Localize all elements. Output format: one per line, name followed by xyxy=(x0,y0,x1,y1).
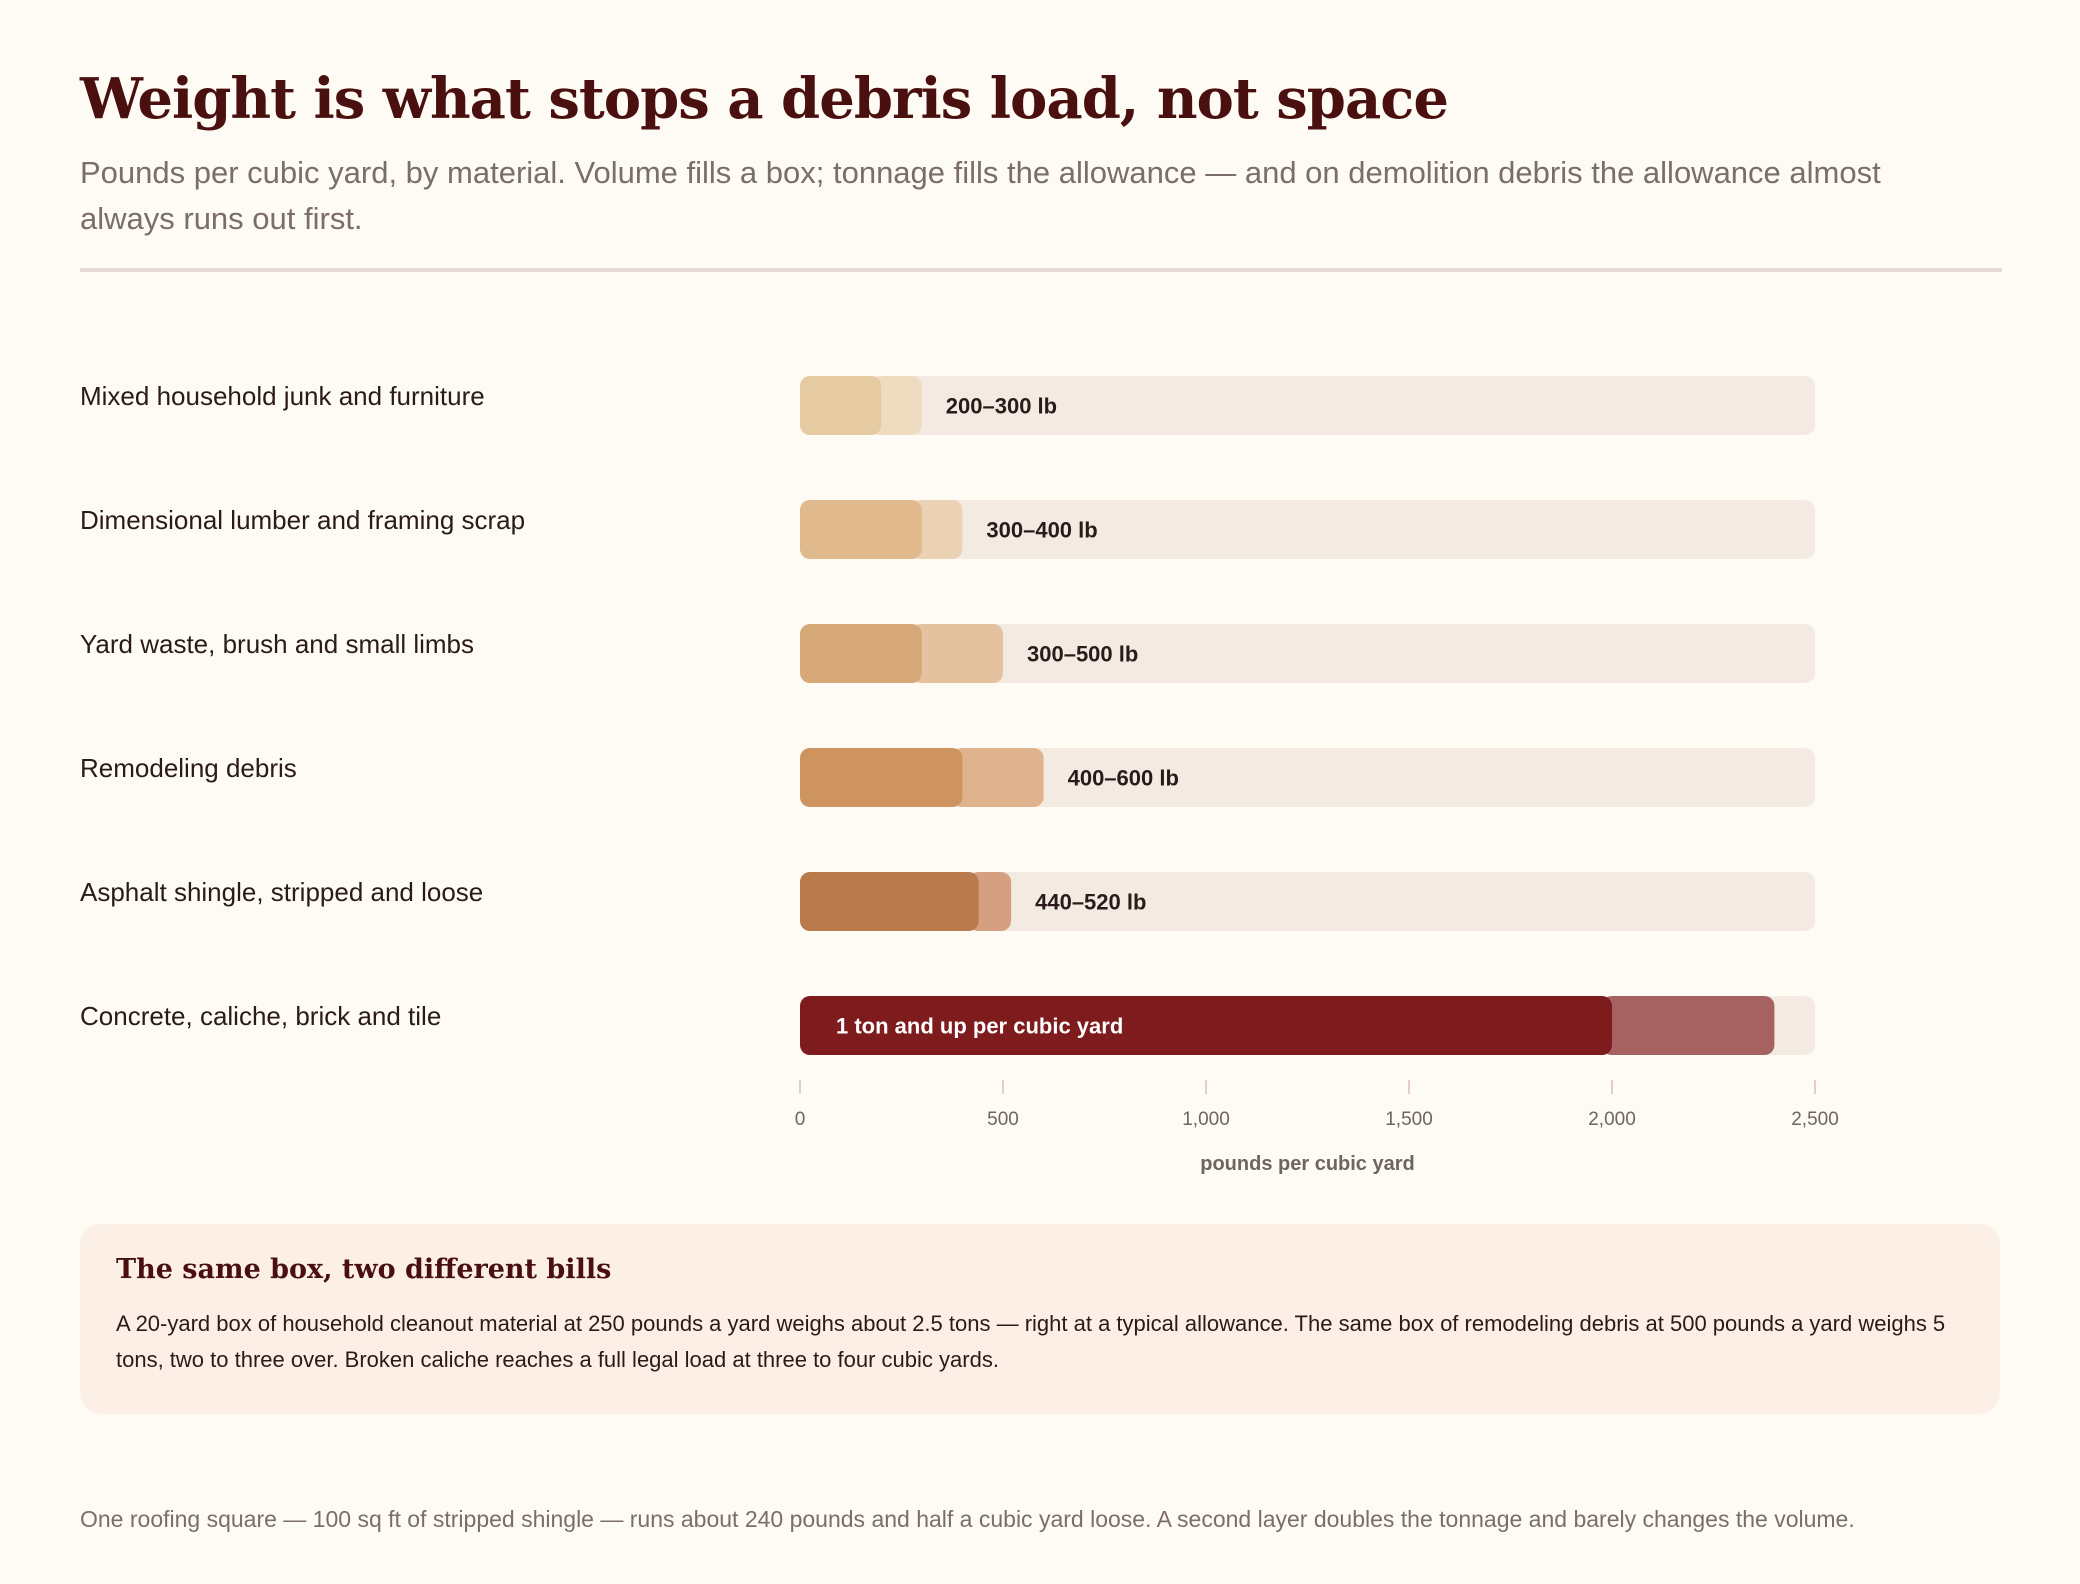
range-extent xyxy=(871,376,922,435)
bar-track xyxy=(800,376,1815,435)
bar-row: Mixed household junk and furniture 200–30… xyxy=(80,376,1815,435)
value-label: 300–500 lb xyxy=(1027,642,1138,667)
category-label: Concrete, caliche, brick and tile xyxy=(80,1001,441,1031)
callout-card: The same box, two different bills A 20-y… xyxy=(80,1224,2000,1414)
range-extent xyxy=(968,872,1012,931)
category-label: Mixed household junk and furniture xyxy=(80,381,485,411)
x-tick-label: 2,500 xyxy=(1791,1109,1839,1130)
page-title: Weight is what stops a debris load, not … xyxy=(80,66,1449,132)
category-label: Asphalt shingle, stripped and loose xyxy=(80,877,483,907)
weight-range-chart: Mixed household junk and furniture 200–30… xyxy=(80,376,1839,1175)
bar-low xyxy=(800,376,882,435)
bar-row: Concrete, caliche, brick and tile 1 ton a… xyxy=(80,996,1815,1055)
x-tick-label: 500 xyxy=(987,1109,1019,1130)
range-extent xyxy=(952,748,1044,807)
x-tick-label: 2,000 xyxy=(1588,1109,1636,1130)
bar-track xyxy=(800,500,1815,559)
x-tick-label: 1,000 xyxy=(1182,1109,1230,1130)
footnote: One roofing square — 100 sq ft of stripp… xyxy=(80,1506,1855,1532)
header-divider xyxy=(80,268,2002,272)
x-axis-title: pounds per cubic yard xyxy=(1200,1153,1414,1175)
bar-track xyxy=(800,872,1815,931)
bar-row: Yard waste, brush and small limbs 300–500… xyxy=(80,624,1815,683)
value-label: 440–520 lb xyxy=(1035,890,1146,915)
bar-row: Remodeling debris 400–600 lb xyxy=(80,748,1815,807)
value-label: 200–300 lb xyxy=(946,394,1057,419)
range-extent xyxy=(1602,996,1775,1055)
category-label: Dimensional lumber and framing scrap xyxy=(80,505,525,535)
callout-body: A 20-yard box of household cleanout mate… xyxy=(116,1311,1946,1372)
bar-low xyxy=(800,624,922,683)
x-tick-label: 1,500 xyxy=(1385,1109,1433,1130)
bar-track xyxy=(800,624,1815,683)
value-label: 300–400 lb xyxy=(986,518,1097,543)
bar-low xyxy=(800,996,1612,1055)
page-subtitle: Pounds per cubic yard, by material. Volu… xyxy=(80,155,1881,236)
bar-low xyxy=(800,872,979,931)
value-label: 400–600 lb xyxy=(1068,766,1179,791)
bar-row: Dimensional lumber and framing scrap 300–… xyxy=(80,500,1815,559)
category-label: Yard waste, brush and small limbs xyxy=(80,629,474,659)
category-label: Remodeling debris xyxy=(80,753,297,783)
x-tick-label: 0 xyxy=(795,1109,806,1130)
bar-low xyxy=(800,748,963,807)
bar-row: Asphalt shingle, stripped and loose 440–5… xyxy=(80,872,1815,931)
bar-low xyxy=(800,500,922,559)
callout-title: The same box, two different bills xyxy=(116,1254,612,1285)
bar-track xyxy=(800,748,1815,807)
range-extent xyxy=(911,624,1003,683)
range-extent xyxy=(911,500,963,559)
value-label: 1 ton and up per cubic yard xyxy=(836,1014,1123,1039)
